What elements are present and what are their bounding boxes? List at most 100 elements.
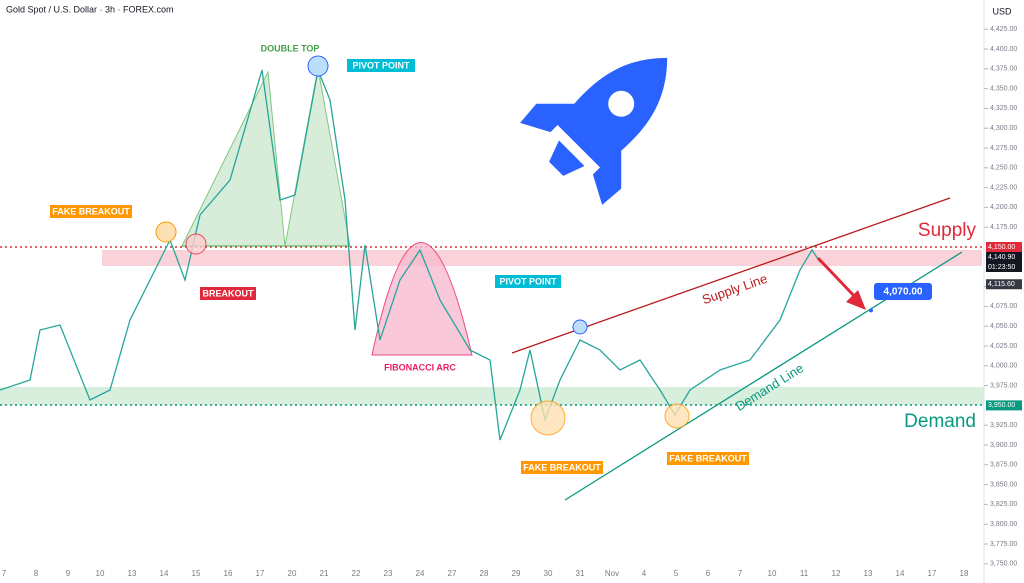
time-label: 28 xyxy=(480,569,489,578)
pivot-circle xyxy=(307,55,329,77)
price-tick-label: 3,850.00 xyxy=(990,481,1017,488)
countdown-tag xyxy=(986,262,1022,272)
price-tick-label: 4,350.00 xyxy=(990,85,1017,92)
price-tag-label: 3,950.00 xyxy=(988,402,1015,409)
price-tag-label: 4,150.00 xyxy=(988,244,1015,251)
price-tick-label: 3,975.00 xyxy=(990,382,1017,389)
arrow xyxy=(816,256,860,302)
label-box xyxy=(200,287,256,300)
annotation: PIVOT POINT xyxy=(352,60,410,70)
label-box xyxy=(521,461,603,474)
label-box xyxy=(347,59,415,72)
price-tick-label: 4,225.00 xyxy=(990,184,1017,191)
price-tag xyxy=(986,252,1022,262)
time-label: 8 xyxy=(34,569,39,578)
zone-label: Supply xyxy=(918,220,977,241)
demand-zone xyxy=(0,387,984,405)
time-label: 10 xyxy=(768,569,777,578)
chart-title: Gold Spot / U.S. Dollar · 3h · FOREX.com xyxy=(6,4,174,14)
arrow-head xyxy=(846,290,866,310)
time-label: 6 xyxy=(706,569,711,578)
time-label: 16 xyxy=(224,569,233,578)
annotation: BREAKOUT xyxy=(203,288,255,298)
breakout-circle xyxy=(185,233,207,255)
price-tick-label: 3,750.00 xyxy=(990,561,1017,568)
price-tick-label: 3,825.00 xyxy=(990,501,1017,508)
label-box xyxy=(50,205,132,218)
time-label: 11 xyxy=(800,569,809,578)
price-tick-label: 4,400.00 xyxy=(990,46,1017,53)
time-label: 9 xyxy=(66,569,71,578)
price-tick-label: 4,375.00 xyxy=(990,66,1017,73)
time-label: 7 xyxy=(2,569,7,578)
time-label: 7 xyxy=(738,569,743,578)
time-label: 31 xyxy=(576,569,585,578)
price-tag xyxy=(986,242,1022,252)
time-label: 10 xyxy=(96,569,105,578)
price-tag-label: 4,115.60 xyxy=(988,281,1015,288)
price-tag-label: 4,140.90 xyxy=(988,254,1015,261)
target-box xyxy=(874,283,932,300)
time-label: 14 xyxy=(896,569,905,578)
rocket-icon xyxy=(520,57,668,205)
time-label: 20 xyxy=(288,569,297,578)
price-tick-label: 3,925.00 xyxy=(990,422,1017,429)
annotation: FAKE BREAKOUT xyxy=(52,206,130,216)
price-tick-label: 4,075.00 xyxy=(990,303,1017,310)
time-label: 13 xyxy=(128,569,137,578)
supply-zone xyxy=(102,250,982,266)
time-label: 13 xyxy=(864,569,873,578)
price-tick-label: 4,175.00 xyxy=(990,224,1017,231)
price-tick-label: 4,275.00 xyxy=(990,145,1017,152)
price-tick-label: 4,000.00 xyxy=(990,363,1017,370)
price-tick-label: 3,775.00 xyxy=(990,541,1017,548)
price-tag xyxy=(986,279,1022,290)
time-label: 4 xyxy=(642,569,647,578)
price-axis-bg xyxy=(985,0,1024,583)
time-label: 17 xyxy=(928,569,937,578)
time-label: 17 xyxy=(256,569,265,578)
currency: USD xyxy=(992,6,1012,16)
annotation: FAKE BREAKOUT xyxy=(669,453,747,463)
time-label: 23 xyxy=(384,569,393,578)
price-tick-label: 4,200.00 xyxy=(990,204,1017,211)
target-point xyxy=(869,308,873,313)
price-tick-label: 4,250.00 xyxy=(990,165,1017,172)
countdown: 01:23:50 xyxy=(988,264,1015,271)
fake-circle xyxy=(530,400,566,436)
price-tick-label: 4,325.00 xyxy=(990,105,1017,112)
annotation: DOUBLE TOP xyxy=(261,43,320,53)
fake-circle xyxy=(155,221,177,243)
time-label: 21 xyxy=(320,569,329,578)
price-tick-label: 4,300.00 xyxy=(990,125,1017,132)
price-tick-label: 3,800.00 xyxy=(990,521,1017,528)
time-label: 15 xyxy=(192,569,201,578)
time-label: 24 xyxy=(416,569,425,578)
annotation: FIBONACCI ARC xyxy=(384,362,456,372)
annotation: PIVOT POINT xyxy=(499,276,557,286)
time-label: 12 xyxy=(832,569,841,578)
time-label: Nov xyxy=(605,569,619,578)
price-tick-label: 4,425.00 xyxy=(990,26,1017,33)
price-tick-label: 3,900.00 xyxy=(990,442,1017,449)
time-label: 22 xyxy=(352,569,361,578)
annotation: Supply Line xyxy=(700,271,769,307)
price-tag xyxy=(986,400,1022,411)
zone-label: Demand xyxy=(904,411,976,432)
price-tick-label: 3,875.00 xyxy=(990,462,1017,469)
fake-circle xyxy=(664,403,690,429)
fibonacci-arc xyxy=(371,242,473,356)
label-box xyxy=(667,452,749,465)
pivot-circle xyxy=(572,319,588,335)
time-label: 27 xyxy=(448,569,457,578)
time-label: 30 xyxy=(544,569,553,578)
target-label: 4,070.00 xyxy=(884,287,923,298)
time-label: 5 xyxy=(674,569,679,578)
time-label: 29 xyxy=(512,569,521,578)
label-box xyxy=(495,275,561,288)
price-tick-label: 4,025.00 xyxy=(990,343,1017,350)
time-label: 14 xyxy=(160,569,169,578)
annotation: FAKE BREAKOUT xyxy=(523,462,601,472)
